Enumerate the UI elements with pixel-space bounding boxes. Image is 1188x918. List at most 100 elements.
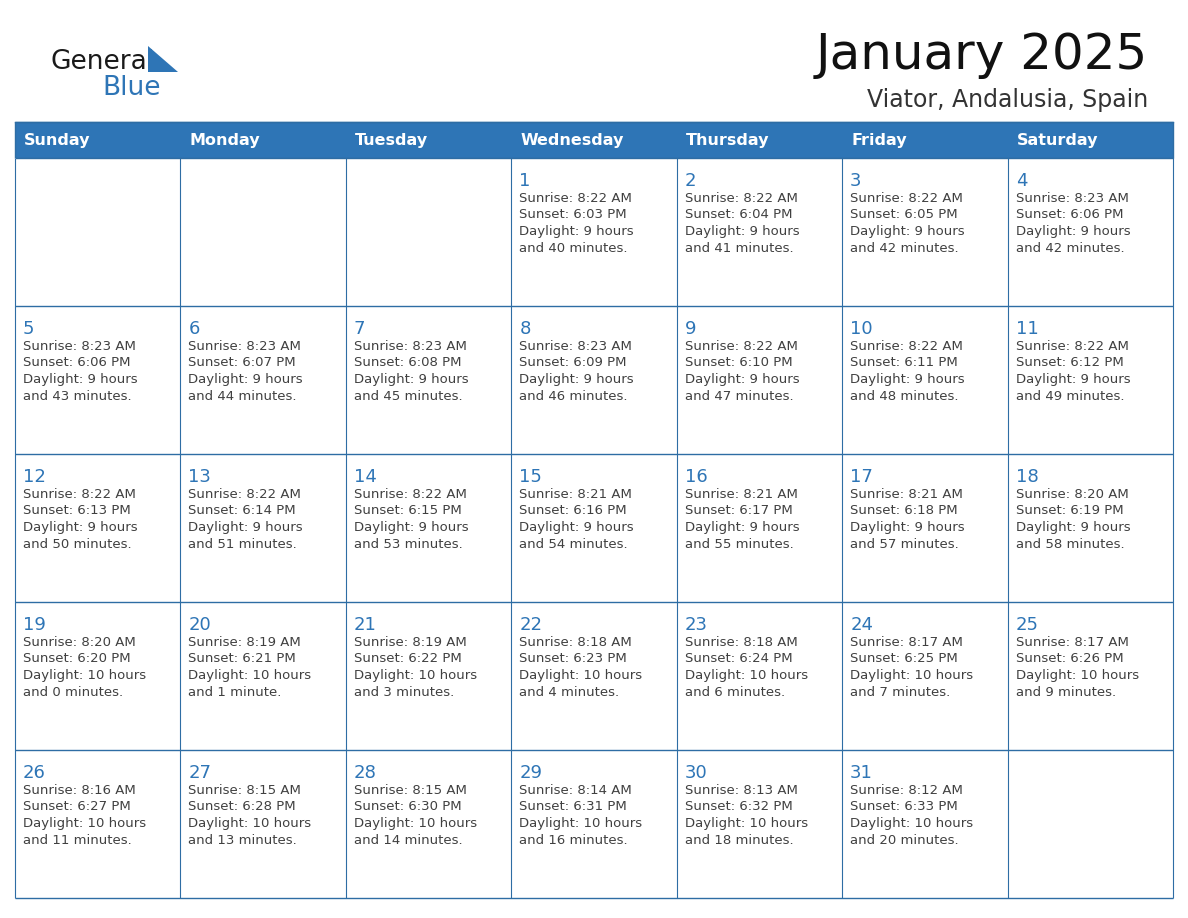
Text: 28: 28: [354, 764, 377, 782]
Bar: [842, 750, 1007, 898]
Text: Sunrise: 8:17 AM: Sunrise: 8:17 AM: [1016, 636, 1129, 649]
Text: Sunrise: 8:15 AM: Sunrise: 8:15 AM: [354, 784, 467, 797]
Text: Sunset: 6:12 PM: Sunset: 6:12 PM: [1016, 356, 1124, 370]
Text: and 53 minutes.: and 53 minutes.: [354, 538, 462, 551]
Text: Sunset: 6:27 PM: Sunset: 6:27 PM: [23, 800, 131, 813]
Text: Daylight: 9 hours: Daylight: 9 hours: [851, 225, 965, 238]
Text: and 55 minutes.: and 55 minutes.: [684, 538, 794, 551]
Text: Sunset: 6:28 PM: Sunset: 6:28 PM: [189, 800, 296, 813]
Text: Daylight: 9 hours: Daylight: 9 hours: [519, 521, 634, 534]
Bar: [1007, 306, 1173, 454]
Text: Sunset: 6:11 PM: Sunset: 6:11 PM: [851, 356, 958, 370]
Bar: [1007, 602, 1173, 750]
Text: Sunrise: 8:21 AM: Sunrise: 8:21 AM: [851, 488, 963, 501]
Text: and 51 minutes.: and 51 minutes.: [189, 538, 297, 551]
Text: 21: 21: [354, 616, 377, 634]
Text: 16: 16: [684, 468, 708, 486]
Text: Wednesday: Wednesday: [520, 132, 624, 148]
Bar: [15, 602, 181, 750]
Text: Sunrise: 8:23 AM: Sunrise: 8:23 AM: [23, 340, 135, 353]
Bar: [677, 158, 842, 306]
Text: and 50 minutes.: and 50 minutes.: [23, 538, 132, 551]
Text: Sunrise: 8:22 AM: Sunrise: 8:22 AM: [23, 488, 135, 501]
Bar: [842, 454, 1007, 602]
Text: Sunset: 6:03 PM: Sunset: 6:03 PM: [519, 208, 627, 221]
Text: General: General: [50, 49, 154, 75]
Text: Daylight: 9 hours: Daylight: 9 hours: [189, 373, 303, 386]
Bar: [346, 454, 511, 602]
Text: 8: 8: [519, 320, 531, 338]
Text: and 42 minutes.: and 42 minutes.: [1016, 241, 1124, 254]
Text: Daylight: 10 hours: Daylight: 10 hours: [519, 817, 643, 830]
Text: Sunset: 6:08 PM: Sunset: 6:08 PM: [354, 356, 461, 370]
Bar: [677, 306, 842, 454]
Bar: [842, 158, 1007, 306]
Text: Sunset: 6:25 PM: Sunset: 6:25 PM: [851, 653, 958, 666]
Text: 31: 31: [851, 764, 873, 782]
Bar: [346, 602, 511, 750]
Bar: [181, 454, 346, 602]
Text: Sunrise: 8:22 AM: Sunrise: 8:22 AM: [684, 192, 797, 205]
Text: 30: 30: [684, 764, 708, 782]
Text: and 41 minutes.: and 41 minutes.: [684, 241, 794, 254]
Text: Sunset: 6:05 PM: Sunset: 6:05 PM: [851, 208, 958, 221]
Text: Daylight: 9 hours: Daylight: 9 hours: [1016, 521, 1130, 534]
Bar: [677, 602, 842, 750]
Text: Viator, Andalusia, Spain: Viator, Andalusia, Spain: [867, 88, 1148, 112]
Text: 4: 4: [1016, 172, 1028, 190]
Bar: [346, 122, 511, 158]
Text: and 46 minutes.: and 46 minutes.: [519, 389, 627, 402]
Text: and 49 minutes.: and 49 minutes.: [1016, 389, 1124, 402]
Text: Daylight: 9 hours: Daylight: 9 hours: [1016, 373, 1130, 386]
Text: 20: 20: [189, 616, 211, 634]
Bar: [511, 750, 677, 898]
Text: Sunrise: 8:22 AM: Sunrise: 8:22 AM: [851, 192, 963, 205]
Text: Sunrise: 8:18 AM: Sunrise: 8:18 AM: [684, 636, 797, 649]
Text: Sunrise: 8:23 AM: Sunrise: 8:23 AM: [354, 340, 467, 353]
Text: Sunrise: 8:23 AM: Sunrise: 8:23 AM: [1016, 192, 1129, 205]
Text: Sunrise: 8:12 AM: Sunrise: 8:12 AM: [851, 784, 963, 797]
Bar: [181, 602, 346, 750]
Bar: [1007, 750, 1173, 898]
Text: and 3 minutes.: and 3 minutes.: [354, 686, 454, 699]
Bar: [15, 750, 181, 898]
Text: Sunset: 6:17 PM: Sunset: 6:17 PM: [684, 505, 792, 518]
Text: Daylight: 10 hours: Daylight: 10 hours: [1016, 669, 1138, 682]
Text: Sunrise: 8:20 AM: Sunrise: 8:20 AM: [1016, 488, 1129, 501]
Bar: [842, 602, 1007, 750]
Bar: [511, 306, 677, 454]
Text: Daylight: 9 hours: Daylight: 9 hours: [1016, 225, 1130, 238]
Text: and 48 minutes.: and 48 minutes.: [851, 389, 959, 402]
Text: 7: 7: [354, 320, 366, 338]
Bar: [842, 306, 1007, 454]
Text: 5: 5: [23, 320, 34, 338]
Text: Sunset: 6:09 PM: Sunset: 6:09 PM: [519, 356, 627, 370]
Text: Sunset: 6:23 PM: Sunset: 6:23 PM: [519, 653, 627, 666]
Bar: [346, 306, 511, 454]
Text: Daylight: 9 hours: Daylight: 9 hours: [851, 521, 965, 534]
Text: Sunrise: 8:22 AM: Sunrise: 8:22 AM: [519, 192, 632, 205]
Text: and 1 minute.: and 1 minute.: [189, 686, 282, 699]
Text: 13: 13: [189, 468, 211, 486]
Text: and 4 minutes.: and 4 minutes.: [519, 686, 619, 699]
Bar: [15, 306, 181, 454]
Text: and 43 minutes.: and 43 minutes.: [23, 389, 132, 402]
Bar: [677, 122, 842, 158]
Text: 27: 27: [189, 764, 211, 782]
Polygon shape: [148, 46, 178, 72]
Text: and 9 minutes.: and 9 minutes.: [1016, 686, 1116, 699]
Text: Daylight: 10 hours: Daylight: 10 hours: [23, 817, 146, 830]
Bar: [346, 158, 511, 306]
Text: Sunset: 6:24 PM: Sunset: 6:24 PM: [684, 653, 792, 666]
Bar: [346, 750, 511, 898]
Text: 14: 14: [354, 468, 377, 486]
Bar: [511, 602, 677, 750]
Bar: [511, 122, 677, 158]
Text: and 58 minutes.: and 58 minutes.: [1016, 538, 1124, 551]
Text: Daylight: 10 hours: Daylight: 10 hours: [354, 669, 478, 682]
Text: 6: 6: [189, 320, 200, 338]
Text: Daylight: 9 hours: Daylight: 9 hours: [519, 373, 634, 386]
Text: Sunset: 6:20 PM: Sunset: 6:20 PM: [23, 653, 131, 666]
Text: Sunset: 6:10 PM: Sunset: 6:10 PM: [684, 356, 792, 370]
Text: Daylight: 9 hours: Daylight: 9 hours: [684, 373, 800, 386]
